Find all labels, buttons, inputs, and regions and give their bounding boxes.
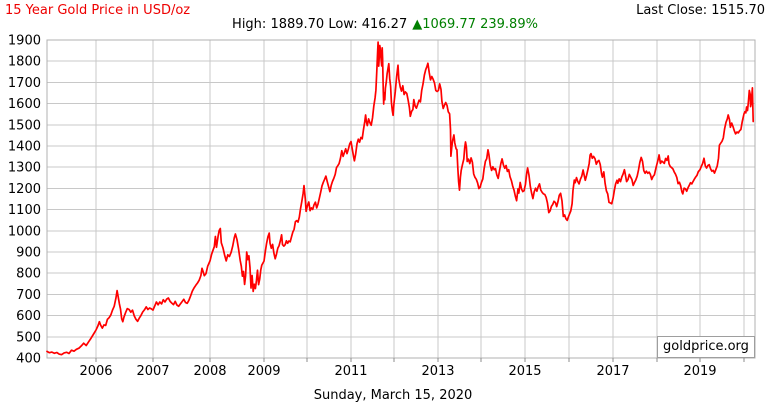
plot-border bbox=[46, 39, 756, 359]
x-tick-label: 2019 bbox=[683, 364, 716, 379]
y-tick-label: 1400 bbox=[8, 140, 41, 155]
y-tick-label: 1500 bbox=[8, 118, 41, 133]
price-line bbox=[46, 41, 755, 356]
y-tick-label: 600 bbox=[16, 309, 41, 324]
x-tick-label: 2007 bbox=[136, 364, 169, 379]
y-tick-label: 500 bbox=[16, 330, 41, 345]
x-tick-label: 2008 bbox=[193, 364, 226, 379]
y-tick-label: 1700 bbox=[8, 76, 41, 91]
high-low-text: High: 1889.70 Low: 416.27 bbox=[232, 17, 408, 32]
y-tick-label: 1800 bbox=[8, 55, 41, 70]
x-tick-label: 2011 bbox=[334, 364, 367, 379]
x-tick-label: 2006 bbox=[79, 364, 112, 379]
y-axis-labels: 400 500 600 700 800 900 1000 1100 1200 1300 1400 15… bbox=[8, 34, 41, 367]
goldprice-watermark: goldprice.org bbox=[657, 336, 755, 358]
y-tick-label: 1000 bbox=[8, 224, 41, 239]
last-close-value: Last Close: 1515.70 bbox=[636, 3, 765, 18]
y-tick-label: 400 bbox=[16, 352, 41, 367]
high-low-stats: High: 1889.70 Low: 416.27 ▲1069.77 239.89… bbox=[232, 17, 538, 32]
change-text: ▲1069.77 239.89% bbox=[412, 17, 538, 32]
x-axis-labels: 2006 2007 2008 2009 2011 2013 2015 2017 2019 bbox=[79, 364, 716, 379]
y-tick-label: 1900 bbox=[8, 34, 41, 49]
x-tick-label: 2015 bbox=[508, 364, 541, 379]
date-label: Sunday, March 15, 2020 bbox=[313, 388, 473, 403]
x-axis-ticks bbox=[95, 358, 745, 362]
x-tick-label: 2017 bbox=[596, 364, 629, 379]
chart-title: 15 Year Gold Price in USD/oz bbox=[5, 3, 191, 18]
y-tick-label: 1300 bbox=[8, 161, 41, 176]
y-tick-label: 800 bbox=[16, 267, 41, 282]
x-tick-label: 2009 bbox=[247, 364, 280, 379]
y-tick-label: 1200 bbox=[8, 182, 41, 197]
x-tick-label: 2013 bbox=[421, 364, 454, 379]
y-tick-label: 1100 bbox=[8, 203, 41, 218]
y-tick-label: 700 bbox=[16, 288, 41, 303]
y-tick-label: 1600 bbox=[8, 97, 41, 112]
y-tick-label: 900 bbox=[16, 246, 41, 261]
